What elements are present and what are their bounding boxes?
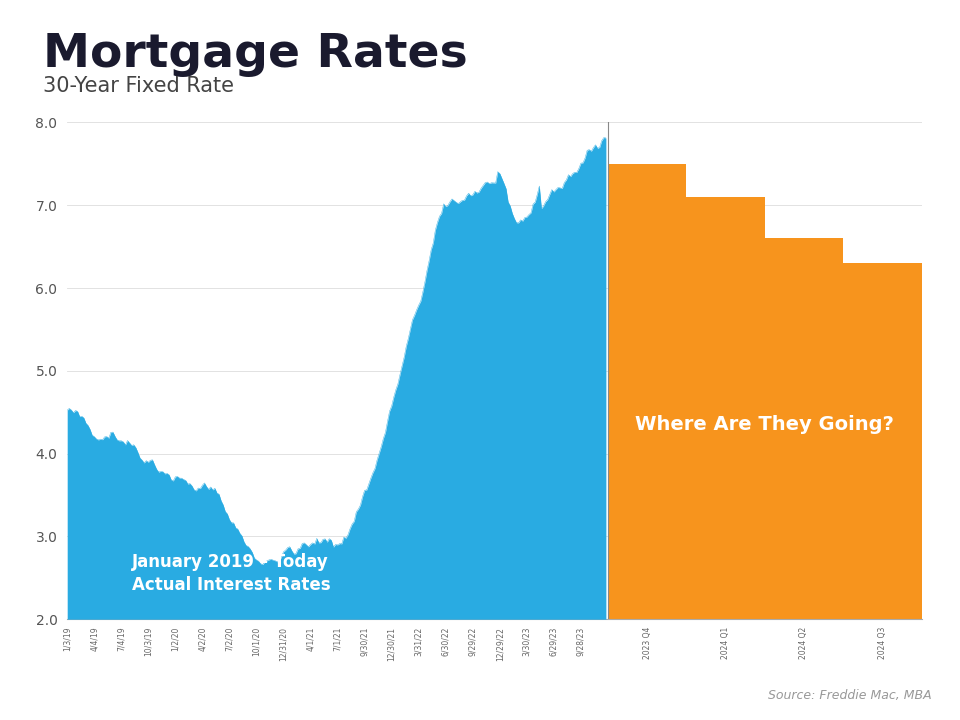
- Text: Where Are They Going?: Where Are They Going?: [636, 415, 894, 434]
- Text: 6.6: 6.6: [774, 215, 809, 233]
- Text: 7.5: 7.5: [617, 140, 652, 159]
- Polygon shape: [608, 163, 922, 619]
- Text: Mortgage Rates: Mortgage Rates: [43, 32, 468, 77]
- Text: 6.3: 6.3: [852, 239, 887, 258]
- Text: 30-Year Fixed Rate: 30-Year Fixed Rate: [43, 76, 234, 96]
- Text: January 2019 – Today
Actual Interest Rates: January 2019 – Today Actual Interest Rat…: [132, 553, 330, 595]
- Text: Source: Freddie Mac, MBA: Source: Freddie Mac, MBA: [768, 689, 931, 702]
- Text: 7.1: 7.1: [696, 173, 731, 192]
